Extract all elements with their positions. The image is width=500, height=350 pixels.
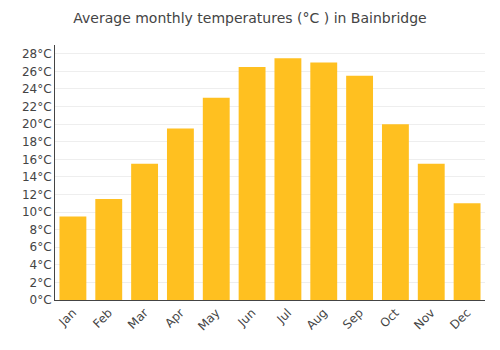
svg-text:Jul: Jul: [273, 306, 294, 327]
svg-text:28°C: 28°C: [22, 47, 52, 61]
svg-text:Average monthly temperatures (: Average monthly temperatures (°C ) in Ba…: [73, 10, 426, 26]
svg-text:Apr: Apr: [162, 306, 187, 331]
svg-text:4°C: 4°C: [30, 258, 52, 272]
svg-text:8°C: 8°C: [30, 223, 52, 237]
svg-text:16°C: 16°C: [22, 153, 52, 167]
svg-text:Jun: Jun: [235, 306, 259, 330]
svg-text:6°C: 6°C: [30, 240, 52, 254]
svg-text:18°C: 18°C: [22, 135, 52, 149]
svg-text:14°C: 14°C: [22, 170, 52, 184]
svg-text:May: May: [195, 306, 222, 333]
svg-text:Jan: Jan: [56, 306, 80, 330]
svg-text:2°C: 2°C: [30, 276, 52, 290]
svg-text:12°C: 12°C: [22, 188, 52, 202]
svg-text:Aug: Aug: [304, 306, 330, 332]
svg-text:24°C: 24°C: [22, 82, 52, 96]
svg-text:Feb: Feb: [90, 306, 115, 331]
svg-text:10°C: 10°C: [22, 205, 52, 219]
svg-text:20°C: 20°C: [22, 117, 52, 131]
svg-text:Sep: Sep: [340, 306, 366, 332]
svg-text:Oct: Oct: [377, 306, 402, 331]
svg-text:26°C: 26°C: [22, 65, 52, 79]
svg-text:22°C: 22°C: [22, 100, 52, 114]
svg-text:0°C: 0°C: [30, 293, 52, 307]
svg-text:Mar: Mar: [125, 306, 151, 332]
svg-text:Dec: Dec: [447, 306, 473, 332]
svg-text:Nov: Nov: [411, 306, 437, 332]
